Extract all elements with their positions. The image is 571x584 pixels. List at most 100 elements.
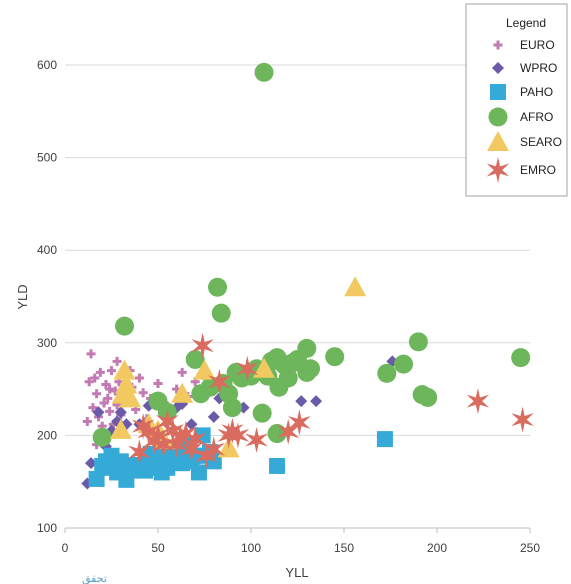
- data-point-emro: [152, 431, 175, 458]
- legend-label-afro: AFRO: [520, 110, 553, 124]
- data-point-searo: [253, 357, 276, 378]
- data-point-emro: [180, 436, 203, 463]
- y-tick-label: 300: [37, 336, 57, 350]
- series-emro: [128, 332, 534, 469]
- data-point-wpro: [185, 418, 198, 431]
- data-point-euro: [190, 377, 200, 387]
- data-point-euro: [84, 377, 94, 387]
- legend-label-emro: EMRO: [520, 163, 556, 177]
- data-point-afro: [185, 349, 205, 369]
- data-point-euro: [107, 366, 116, 376]
- x-tick-label: 150: [334, 541, 354, 555]
- x-tick-label: 200: [427, 541, 447, 555]
- legend-marker-afro: [488, 107, 508, 127]
- y-tick-label: 100: [37, 521, 57, 535]
- data-point-emro: [156, 408, 179, 435]
- legend-marker-euro: [493, 40, 503, 50]
- data-point-euro: [134, 373, 144, 383]
- data-point-emro: [236, 355, 259, 382]
- tick-labels: 100 200 300 400 500 600 0 50 100 150 200 250: [37, 58, 540, 555]
- data-point-emro: [191, 332, 214, 359]
- data-point-euro: [95, 367, 105, 377]
- data-point-emro: [226, 422, 250, 449]
- legend-items: EURO WPRO PAHO AFRO SEARO EMRO: [486, 38, 562, 183]
- data-point-euro: [138, 388, 148, 398]
- data-point-euro: [112, 400, 122, 410]
- data-point-afro: [278, 368, 298, 388]
- data-point-emro: [161, 417, 185, 444]
- data-point-euro: [99, 398, 109, 408]
- x-tick-label: 50: [151, 541, 165, 555]
- legend-box: [465, 3, 568, 197]
- y-tick-label: 400: [37, 243, 57, 257]
- watermark-text: تحقق: [82, 572, 107, 584]
- data-points: [81, 62, 534, 490]
- data-point-euro: [105, 384, 115, 394]
- data-point-emro: [195, 442, 218, 469]
- data-point-emro: [276, 418, 300, 445]
- data-point-emro: [137, 418, 160, 445]
- data-point-searo: [171, 382, 194, 403]
- data-point-euro: [177, 367, 187, 377]
- data-point-afro: [211, 303, 231, 323]
- data-point-euro: [97, 421, 107, 431]
- x-axis-title: YLL: [285, 565, 308, 580]
- data-point-afro: [92, 427, 112, 447]
- data-point-emro: [208, 368, 231, 395]
- data-point-afro: [254, 62, 274, 82]
- data-point-emro: [217, 422, 240, 449]
- data-point-paho: [190, 464, 207, 481]
- x-tick-label: 250: [520, 541, 540, 555]
- legend: Legend EURO WPRO PAHO AFRO SEARO EMRO: [465, 3, 568, 197]
- data-point-wpro: [207, 410, 220, 423]
- legend-marker-searo: [487, 131, 509, 151]
- data-point-wpro: [92, 406, 105, 419]
- data-point-emro: [183, 426, 207, 453]
- data-point-searo: [119, 387, 142, 408]
- data-point-afro: [418, 387, 438, 407]
- data-point-searo: [109, 418, 132, 439]
- y-tick-label: 600: [37, 58, 57, 72]
- data-point-euro: [101, 379, 111, 389]
- data-point-paho: [269, 457, 286, 474]
- data-point-wpro: [114, 406, 127, 419]
- data-point-euro: [131, 404, 141, 414]
- legend-label-paho: PAHO: [520, 85, 553, 99]
- data-point-emro: [511, 406, 534, 433]
- y-axis-title: YLD: [15, 284, 30, 309]
- data-point-afro: [301, 359, 321, 379]
- data-point-afro: [377, 363, 397, 383]
- legend-title: Legend: [506, 16, 546, 30]
- data-point-emro: [131, 413, 155, 440]
- data-point-afro: [394, 354, 414, 374]
- data-point-emro: [143, 427, 166, 454]
- data-point-afro: [325, 347, 345, 367]
- data-point-emro: [146, 422, 170, 449]
- data-point-emro: [128, 439, 151, 466]
- data-point-paho: [376, 431, 393, 448]
- x-tick-label: 100: [241, 541, 261, 555]
- data-point-euro: [82, 417, 92, 427]
- data-point-emro: [165, 431, 188, 458]
- gridlines: [65, 64, 530, 436]
- data-point-afro: [115, 316, 135, 336]
- data-point-euro: [92, 389, 102, 399]
- legend-label-searo: SEARO: [520, 135, 562, 149]
- legend-label-wpro: WPRO: [520, 61, 557, 75]
- data-point-afro: [252, 403, 272, 423]
- data-point-afro: [297, 338, 317, 358]
- data-point-emro: [245, 427, 268, 454]
- data-point-emro: [202, 436, 226, 463]
- data-point-euro: [110, 386, 120, 396]
- data-point-searo: [193, 359, 216, 380]
- data-point-euro: [103, 393, 113, 403]
- data-point-euro: [108, 419, 118, 429]
- x-tick-label: 0: [62, 541, 69, 555]
- legend-label-euro: EURO: [520, 38, 555, 52]
- series-afro: [92, 62, 531, 447]
- data-point-afro: [208, 277, 228, 297]
- data-point-euro: [90, 373, 100, 383]
- legend-marker-emro: [486, 157, 510, 183]
- data-point-euro: [172, 384, 182, 394]
